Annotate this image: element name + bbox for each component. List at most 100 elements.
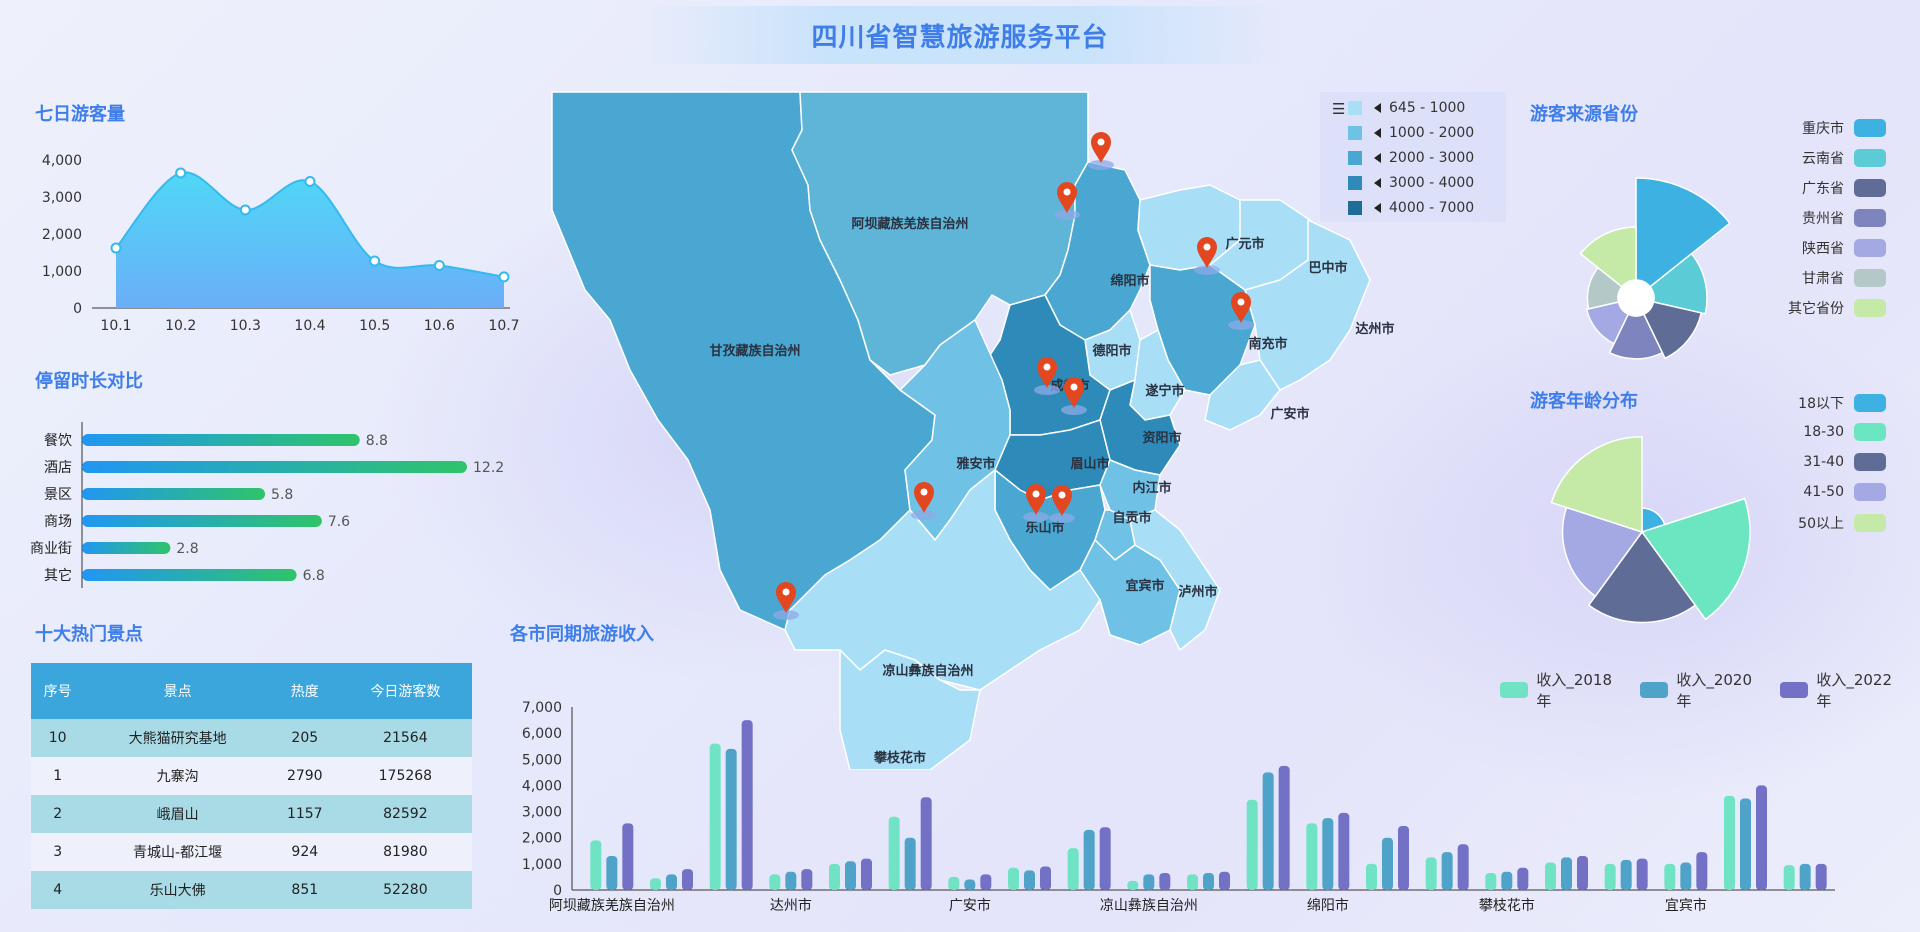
- bar: [82, 569, 297, 581]
- location-pin-icon[interactable]: [1088, 132, 1114, 170]
- bar-2022: [682, 869, 693, 890]
- map-region-label: 泸州市: [1178, 584, 1217, 600]
- legend-swatch: [1854, 299, 1886, 317]
- map-legend-item[interactable]: 2000 - 3000: [1348, 148, 1474, 168]
- legend-item[interactable]: 云南省: [1802, 148, 1886, 168]
- map-region-label: 自贡市: [1112, 510, 1151, 526]
- map-region-luzhou[interactable]: [1129, 509, 1221, 651]
- cell-spot: 青城山-都江堰: [84, 833, 271, 871]
- pin-shadow: [1054, 210, 1080, 220]
- location-pin-icon[interactable]: [1049, 485, 1075, 523]
- legend-item[interactable]: 50以上: [1798, 513, 1886, 533]
- map-legend-item[interactable]: 645 - 1000: [1348, 98, 1465, 118]
- cell-heat: 1157: [270, 795, 339, 833]
- bar-2022: [861, 858, 872, 890]
- cell-spot: 九寨沟: [84, 757, 271, 795]
- table-row[interactable]: 10 大熊猫研究基地 205 21564: [31, 719, 472, 757]
- legend-swatch: [1348, 126, 1362, 140]
- bar-2020: [1620, 859, 1632, 890]
- legend-item[interactable]: 重庆市: [1802, 118, 1886, 138]
- y-tick-label: 0: [553, 883, 562, 899]
- x-tick-label: 10.5: [359, 318, 390, 334]
- legend-item[interactable]: 41-50: [1803, 483, 1886, 501]
- legend-item[interactable]: 贵州省: [1802, 208, 1886, 228]
- category-label: 景区: [44, 487, 72, 503]
- bar-2020: [606, 856, 618, 890]
- bar-2020: [964, 879, 976, 890]
- location-pin-icon[interactable]: [1023, 484, 1049, 522]
- bar-2018: [1306, 823, 1318, 890]
- map-region-guangan[interactable]: [1204, 359, 1281, 431]
- x-tick-label: 10.6: [424, 318, 455, 334]
- legend-item-2018[interactable]: 收入_2018年: [1500, 669, 1622, 711]
- location-pin-icon[interactable]: [1034, 357, 1060, 395]
- bar-2018: [590, 840, 602, 890]
- location-pin-icon[interactable]: [773, 582, 799, 620]
- seven-day-title: 七日游客量: [35, 104, 125, 125]
- map-region-label: 广元市: [1225, 236, 1264, 252]
- pin-dot: [1032, 490, 1040, 498]
- bar-2022: [741, 720, 753, 890]
- cell-index: 2: [31, 795, 85, 833]
- legend-item[interactable]: 其它省份: [1788, 298, 1886, 318]
- location-pin-icon[interactable]: [1054, 182, 1080, 220]
- legend-swatch: [1348, 151, 1362, 165]
- table-row[interactable]: 1 九寨沟 2790 175268: [31, 757, 472, 795]
- data-label: 7.6: [328, 514, 350, 530]
- map-region-nanchong[interactable]: [1149, 264, 1256, 396]
- legend-item[interactable]: 18以下: [1798, 393, 1886, 413]
- list-icon[interactable]: ☰: [1332, 100, 1346, 118]
- cell-spot: 大熊猫研究基地: [84, 719, 271, 757]
- table-row[interactable]: 2 峨眉山 1157 82592: [31, 795, 472, 833]
- y-tick-label: 3,000: [42, 190, 82, 206]
- bar-2018: [1664, 863, 1676, 890]
- city-income-chart: 0 1,000 2,000 3,000 4,000 5,000 6,000 7,000 阿坝藏族…: [522, 700, 1835, 914]
- bar-2022: [1636, 858, 1648, 890]
- stay-chart: 餐饮 8.8 酒店 12.2 景区 5.8 商场 7.6 商业街 2.8 其它 6.8: [30, 422, 504, 588]
- legend-label: 广东省: [1802, 181, 1844, 197]
- legend-swatch: [1854, 119, 1886, 137]
- legend-item-2022[interactable]: 收入_2022年: [1780, 669, 1902, 711]
- x-tick-label: 攀枝花市: [1479, 897, 1535, 914]
- legend-item[interactable]: 广东省: [1802, 178, 1886, 198]
- legend-label: 3000 - 4000: [1389, 175, 1475, 191]
- map-region-label: 乐山市: [1025, 520, 1064, 536]
- page-header: 四川省智慧旅游服务平台: [640, 6, 1280, 64]
- map-region-label: 巴中市: [1308, 260, 1347, 276]
- map-region-panzhihua[interactable]: [839, 649, 981, 770]
- source-province-title: 游客来源省份: [1530, 104, 1638, 125]
- map-legend-item[interactable]: 4000 - 7000: [1348, 198, 1474, 218]
- bar-2020: [904, 837, 916, 890]
- legend-label: 甘肃省: [1802, 271, 1844, 287]
- pin-shadow: [911, 510, 937, 520]
- legend-item[interactable]: 甘肃省: [1802, 268, 1886, 288]
- legend-item[interactable]: 18-30: [1803, 423, 1886, 441]
- location-pin-icon[interactable]: [911, 482, 937, 520]
- table-row[interactable]: 3 青城山-都江堰 924 81980: [31, 833, 472, 871]
- legend-item-2020[interactable]: 收入_2020年: [1640, 669, 1762, 711]
- legend-item[interactable]: 31-40: [1803, 453, 1886, 471]
- pin-body: [1057, 182, 1077, 213]
- map-region-label: 眉山市: [1070, 456, 1109, 472]
- table-row[interactable]: 4 乐山大佛 851 52280: [31, 871, 472, 909]
- x-tick-label: 阿坝藏族羌族自治州: [549, 898, 675, 914]
- y-tick-label: 2,000: [42, 227, 82, 243]
- location-pin-icon[interactable]: [1228, 292, 1254, 330]
- location-pin-icon[interactable]: [1194, 237, 1220, 275]
- bar-2022: [1815, 863, 1827, 890]
- legend-item[interactable]: 陕西省: [1802, 238, 1886, 258]
- bar-2022: [980, 874, 992, 890]
- y-tick-label: 6,000: [522, 726, 562, 742]
- data-label: 12.2: [473, 460, 504, 476]
- map-legend-item[interactable]: 3000 - 4000: [1348, 173, 1474, 193]
- rose-hole: [1618, 280, 1654, 316]
- legend-label: 41-50: [1803, 484, 1844, 500]
- map-legend-item[interactable]: 1000 - 2000: [1348, 123, 1474, 143]
- bar-2018: [1783, 865, 1795, 890]
- bar-2018: [888, 816, 900, 890]
- bar-2018: [1067, 848, 1079, 890]
- bar-2022: [1099, 827, 1111, 890]
- location-pin-icon[interactable]: [1061, 377, 1087, 415]
- page-title: 四川省智慧旅游服务平台: [811, 22, 1109, 53]
